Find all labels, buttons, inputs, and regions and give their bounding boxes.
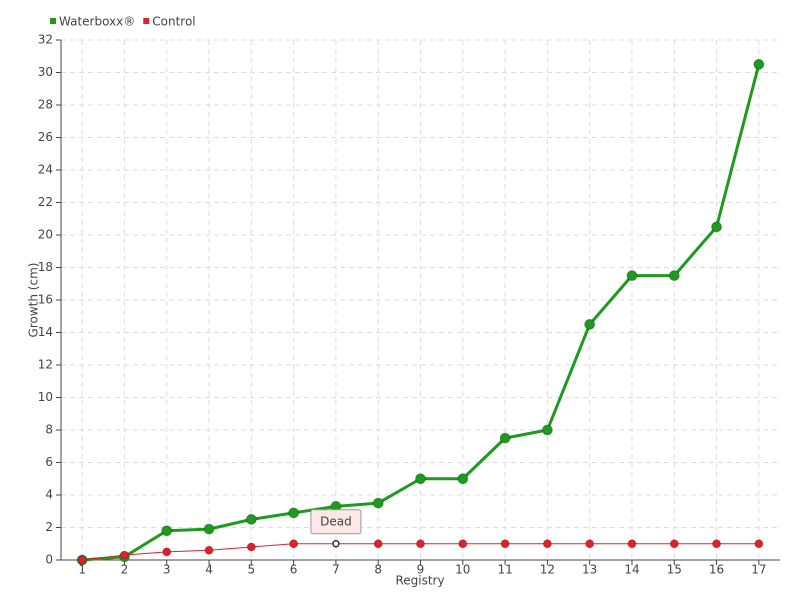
data-point (542, 539, 552, 549)
x-axis-label: Registry (395, 574, 444, 588)
y-tick-label: 28 (38, 98, 53, 112)
data-point (584, 318, 596, 330)
y-tick-label: 2 (45, 520, 53, 534)
y-tick-label: 6 (45, 455, 53, 469)
x-tick-label: 2 (121, 563, 129, 577)
x-tick-label: 12 (540, 563, 555, 577)
data-point (669, 539, 679, 549)
y-tick-label: 12 (38, 358, 53, 372)
data-point (585, 539, 595, 549)
data-point (500, 539, 510, 549)
data-point (161, 525, 173, 537)
data-point (457, 473, 469, 485)
data-point (245, 513, 257, 525)
data-point (754, 539, 764, 549)
data-point (203, 523, 215, 535)
data-point (712, 539, 722, 549)
x-tick-label: 16 (709, 563, 724, 577)
y-tick-label: 8 (45, 423, 53, 437)
y-tick-label: 18 (38, 260, 53, 274)
data-point (627, 539, 637, 549)
x-tick-label: 14 (624, 563, 639, 577)
x-tick-label: 7 (332, 563, 340, 577)
data-point (372, 497, 384, 509)
data-point (77, 555, 87, 565)
data-point (753, 58, 765, 70)
data-point (415, 473, 426, 485)
x-tick-label: 17 (751, 563, 766, 577)
x-tick-label: 4 (205, 563, 213, 577)
y-tick-label: 4 (45, 488, 53, 502)
y-tick-label: 26 (38, 130, 53, 144)
data-point (458, 539, 468, 549)
data-point (416, 539, 425, 549)
data-point (162, 547, 172, 557)
data-point (668, 270, 680, 282)
data-point (204, 545, 214, 555)
x-tick-label: 6 (290, 563, 298, 577)
y-tick-label: 0 (45, 553, 53, 567)
x-tick-label: 15 (667, 563, 682, 577)
y-tick-label: 32 (38, 33, 53, 47)
y-tick-label: 10 (38, 390, 53, 404)
x-tick-label: 3 (163, 563, 171, 577)
legend-marker (143, 18, 150, 24)
y-tick-label: 14 (38, 325, 53, 339)
data-point (373, 539, 383, 549)
x-tick-label: 8 (374, 563, 382, 577)
legend-marker (50, 18, 56, 24)
data-point (711, 221, 723, 233)
annotation: Dead (320, 514, 352, 528)
data-point (541, 424, 553, 436)
x-tick-label: 13 (582, 563, 597, 577)
x-tick-label: 10 (455, 563, 470, 577)
annotation-box (310, 509, 362, 535)
data-point (332, 540, 340, 548)
data-point (246, 542, 256, 552)
x-tick-label: 5 (248, 563, 256, 577)
y-tick-label: 20 (38, 228, 53, 242)
x-tick-label: 1 (78, 563, 86, 577)
x-tick-label: 9 (417, 563, 425, 577)
legend-label: Control (152, 15, 195, 29)
x-tick-label: 11 (497, 563, 512, 577)
data-point (288, 507, 300, 519)
data-point (499, 432, 511, 444)
data-point (626, 270, 638, 282)
y-tick-label: 22 (38, 195, 53, 209)
y-tick-label: 30 (38, 65, 53, 79)
y-tick-label: 16 (38, 293, 53, 307)
data-point (119, 550, 129, 560)
data-point (289, 539, 299, 549)
legend-label: Waterboxx® (59, 15, 135, 29)
y-tick-label: 24 (38, 163, 53, 177)
y-axis-label: Growth (cm) (27, 263, 41, 338)
